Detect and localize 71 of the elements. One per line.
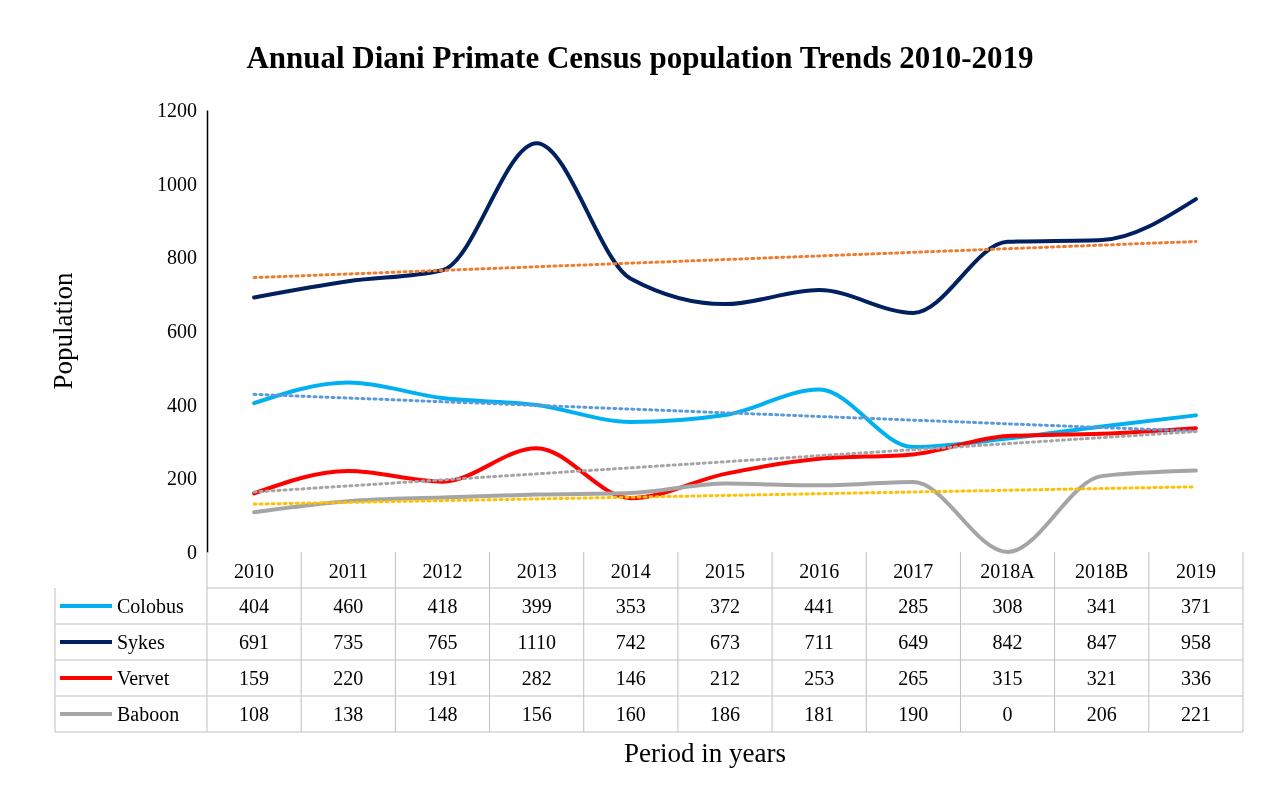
chart-title: Annual Diani Primate Census population Trends 2010-2019 [246, 40, 1034, 75]
data-label: 191 [427, 667, 458, 689]
data-label: 847 [1086, 631, 1117, 653]
x-tick-label: 2014 [610, 560, 651, 582]
data-label: 206 [1086, 703, 1117, 725]
line-series [252, 468, 1198, 554]
x-tick-label: 2016 [799, 560, 840, 582]
y-axis-title: Population [48, 272, 78, 390]
data-label: 372 [710, 595, 740, 617]
data-label: 460 [333, 595, 364, 617]
data-label: 186 [710, 703, 740, 725]
legend-label: Colobus [117, 595, 184, 617]
data-label: 265 [898, 667, 929, 689]
data-label: 673 [710, 631, 740, 653]
line-series [252, 141, 1198, 315]
data-label: 341 [1086, 595, 1117, 617]
y-tick-label: 0 [187, 540, 197, 563]
data-label: 353 [615, 595, 646, 617]
data-label: 221 [1180, 703, 1211, 725]
legend-label: Vervet [117, 667, 170, 689]
x-tick-label: 2015 [705, 560, 745, 582]
data-label: 253 [804, 667, 835, 689]
data-label: 160 [615, 703, 646, 725]
data-label: 441 [804, 595, 835, 617]
data-label: 315 [992, 667, 1023, 689]
data-label: 711 [804, 631, 834, 653]
data-label: 0 [1002, 703, 1013, 725]
x-tick-label: 2017 [893, 560, 934, 582]
data-label: 336 [1180, 667, 1211, 689]
data-label: 138 [333, 703, 364, 725]
data-label: 156 [521, 703, 552, 725]
data-label: 399 [521, 595, 552, 617]
data-label: 321 [1086, 667, 1117, 689]
data-label: 371 [1180, 595, 1211, 617]
data-label: 212 [710, 667, 740, 689]
data-label: 282 [521, 667, 552, 689]
data-label: 181 [804, 703, 835, 725]
y-tick-label: 600 [167, 319, 197, 342]
x-tick-label: 2012 [422, 560, 463, 582]
data-label: 742 [615, 631, 646, 653]
x-tick-label: 2018B [1075, 560, 1129, 582]
y-tick-label: 800 [167, 246, 197, 269]
data-label: 190 [898, 703, 929, 725]
y-tick-label: 1200 [157, 98, 197, 121]
data-label: 958 [1180, 631, 1211, 653]
data-label: 159 [239, 667, 270, 689]
y-tick-label: 1000 [157, 172, 197, 195]
x-tick-label: 2011 [328, 560, 368, 582]
x-tick-label: 2019 [1175, 560, 1216, 582]
text: Period in years [624, 738, 786, 768]
data-label: 404 [239, 595, 270, 617]
legend-label: Baboon [117, 703, 180, 725]
y-tick-label: 200 [167, 467, 197, 490]
data-label: 1110 [517, 631, 556, 653]
x-tick-label: 2010 [234, 560, 275, 582]
data-label: 308 [992, 595, 1023, 617]
data-label: 418 [427, 595, 458, 617]
data-label: 765 [427, 631, 458, 653]
legend-label: Sykes [117, 631, 165, 654]
x-tick-label: 2018A [980, 560, 1036, 582]
data-label: 285 [898, 595, 929, 617]
data-label: 842 [992, 631, 1023, 653]
data-label: 148 [427, 703, 458, 725]
data-label: 735 [333, 631, 364, 653]
data-label: 691 [239, 631, 270, 653]
x-tick-label: 2013 [516, 560, 557, 582]
data-label: 649 [898, 631, 929, 653]
data-label: 108 [239, 703, 270, 725]
data-label: 146 [615, 667, 646, 689]
data-label: 220 [333, 667, 364, 689]
y-tick-label: 400 [167, 393, 197, 416]
